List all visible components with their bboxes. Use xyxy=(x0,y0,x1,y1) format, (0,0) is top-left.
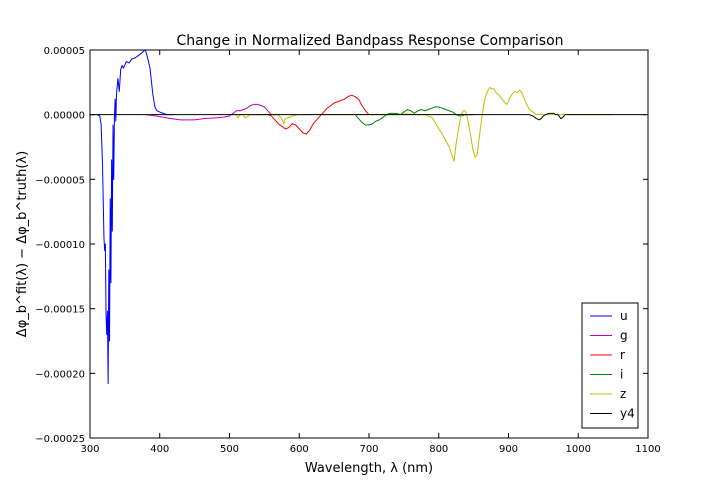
y-tick-label: −0.00010 xyxy=(35,240,85,251)
legend-label-u: u xyxy=(620,309,628,323)
x-tick-label: 600 xyxy=(290,444,309,455)
legend-label-y4: y4 xyxy=(620,407,635,421)
y-tick-label: −0.00015 xyxy=(35,305,85,316)
legend-label-g: g xyxy=(620,329,628,343)
series-line-g xyxy=(145,103,279,121)
x-tick-label: 900 xyxy=(499,444,518,455)
series-line-i xyxy=(354,106,474,126)
x-tick-label: 1000 xyxy=(566,444,591,455)
x-tick-label: 1100 xyxy=(635,444,660,455)
series-layer xyxy=(90,50,648,385)
series-line-u xyxy=(96,50,174,385)
chart-title: Change in Normalized Bandpass Response C… xyxy=(176,33,563,49)
y-tick-label: 0.00000 xyxy=(44,111,85,122)
ticks-layer: 300 400 500 600 700 800 900 1000 1100 0.00005 0.00… xyxy=(35,46,660,455)
x-axis-label: Wavelength, λ (nm) xyxy=(305,461,433,476)
legend-label-z: z xyxy=(620,387,626,401)
x-tick-label: 500 xyxy=(220,444,239,455)
legend-box xyxy=(581,302,639,429)
y-tick-label: −0.00005 xyxy=(35,175,85,186)
legend-label-i: i xyxy=(620,368,623,382)
y-tick-label: −0.00020 xyxy=(35,369,85,380)
series-line-z xyxy=(229,87,614,162)
plot-frame xyxy=(89,49,649,439)
x-tick-label: 800 xyxy=(429,444,448,455)
x-tick-label: 300 xyxy=(80,444,99,455)
x-tick-label: 700 xyxy=(359,444,378,455)
legend-label-r: r xyxy=(620,348,625,362)
y-tick-label: 0.00005 xyxy=(44,46,85,57)
series-line-r xyxy=(257,94,370,135)
y-axis-label: Δφ_b^fit(λ) − Δφ_b^truth(λ) xyxy=(15,151,30,337)
series-line-y4 xyxy=(90,112,648,121)
x-tick-label: 400 xyxy=(150,444,169,455)
y-axis-label-group: Δφ_b^fit(λ) − Δφ_b^truth(λ) xyxy=(15,151,30,337)
y-tick-label: −0.00025 xyxy=(35,434,85,445)
